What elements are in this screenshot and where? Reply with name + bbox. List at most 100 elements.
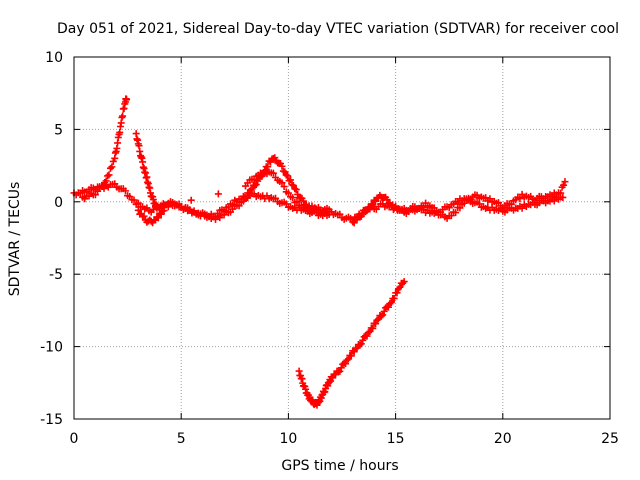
- x-tick-label: 20: [494, 431, 512, 447]
- data-point: [560, 181, 568, 189]
- x-axis-label: GPS time / hours: [281, 458, 398, 474]
- data-point: [559, 193, 567, 201]
- data-point: [294, 190, 302, 198]
- data-point: [251, 182, 259, 190]
- gridlines: [74, 57, 610, 419]
- data-point: [293, 198, 301, 206]
- data-point: [289, 182, 297, 190]
- series: [349, 178, 569, 227]
- series: [132, 130, 333, 223]
- y-tick-label: 5: [54, 122, 63, 138]
- axis-ticks: [73, 56, 611, 420]
- data-point: [396, 283, 404, 291]
- y-tick-label: -15: [40, 412, 63, 428]
- data-point: [390, 294, 398, 302]
- data-point: [507, 200, 515, 208]
- data-point: [281, 168, 289, 176]
- data-point: [106, 164, 114, 172]
- data-point: [130, 196, 138, 204]
- data-point: [102, 177, 110, 185]
- x-tick-labels: 0 5 10 15 20 25: [70, 431, 619, 447]
- data-point: [299, 197, 307, 205]
- data-point: [369, 201, 377, 209]
- data-point: [557, 189, 565, 197]
- data-point: [363, 332, 371, 340]
- data-point: [250, 176, 258, 184]
- data-point: [104, 172, 112, 180]
- data-point: [387, 299, 395, 307]
- data-point: [247, 186, 255, 194]
- data-point: [291, 185, 299, 193]
- y-tick-label: -5: [49, 267, 63, 283]
- data-point: [108, 163, 116, 171]
- x-tick-label: 25: [601, 431, 619, 447]
- data-point: [279, 167, 287, 175]
- data-point: [386, 300, 394, 308]
- data-point: [548, 193, 556, 201]
- data-point: [105, 171, 113, 179]
- data-point: [245, 189, 253, 197]
- data-point: [160, 206, 168, 214]
- data-point: [384, 303, 392, 311]
- data-point: [235, 202, 243, 210]
- data-point: [254, 177, 262, 185]
- data-point: [342, 360, 350, 368]
- plot-frame: [73, 56, 611, 420]
- data-point: [379, 311, 387, 319]
- data-point: [140, 212, 148, 220]
- data-point: [550, 197, 558, 205]
- data-point: [518, 204, 526, 212]
- data-point: [99, 183, 107, 191]
- data-point: [430, 204, 438, 212]
- data-point: [452, 209, 460, 217]
- data-point: [400, 278, 408, 286]
- data-point: [369, 324, 377, 332]
- data-point: [153, 213, 161, 221]
- data-point: [393, 289, 401, 297]
- data-point: [284, 189, 292, 197]
- data-point: [187, 196, 195, 204]
- data-point: [214, 190, 222, 198]
- data-point: [259, 171, 267, 179]
- data-point: [359, 336, 367, 344]
- chart-title: Day 051 of 2021, Sidereal Day-to-day VTE…: [57, 21, 619, 37]
- y-tick-label: -10: [40, 340, 63, 356]
- data-point: [91, 191, 99, 199]
- y-tick-label: 0: [54, 195, 63, 211]
- data-point: [516, 195, 524, 203]
- y-axis-label: SDTVAR / TECUs: [7, 182, 23, 297]
- x-tick-label: 15: [387, 431, 405, 447]
- data-point: [116, 128, 124, 136]
- data-point: [325, 208, 333, 216]
- data-point: [287, 176, 295, 184]
- data-point: [460, 199, 468, 207]
- series: [295, 278, 408, 409]
- data-point: [242, 194, 250, 202]
- data-point: [282, 171, 290, 179]
- x-tick-label: 5: [177, 431, 186, 447]
- data-point: [278, 179, 286, 187]
- data-point: [323, 211, 331, 219]
- data-point: [302, 203, 310, 211]
- data-point: [347, 352, 355, 360]
- data-point: [377, 312, 385, 320]
- data-point: [271, 154, 279, 162]
- data-point: [252, 181, 260, 189]
- data-point: [456, 204, 464, 212]
- data-point: [337, 364, 345, 372]
- data-point: [264, 163, 272, 171]
- x-tick-label: 10: [279, 431, 297, 447]
- data-point: [289, 194, 297, 202]
- data-point: [367, 200, 375, 208]
- data-point: [123, 95, 131, 103]
- data-point: [134, 206, 142, 214]
- data-point: [278, 162, 286, 170]
- data-point: [357, 340, 365, 348]
- x-tick-label: 0: [70, 431, 79, 447]
- y-tick-labels: -15 -10 -5 0 5 10: [40, 50, 63, 428]
- data-point: [383, 196, 391, 204]
- data-point: [284, 172, 292, 180]
- data-point: [447, 212, 455, 220]
- data-point: [94, 187, 102, 195]
